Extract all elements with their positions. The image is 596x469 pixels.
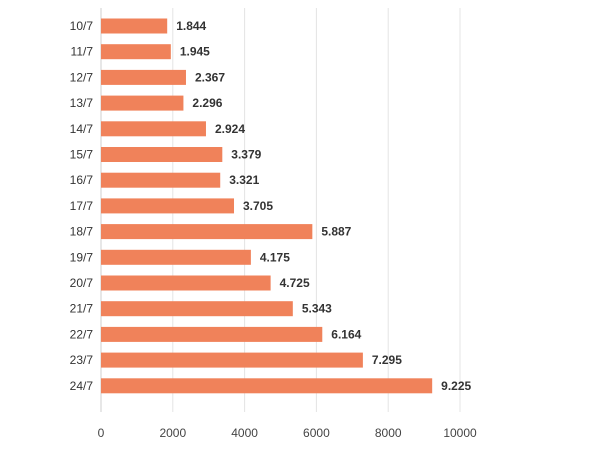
bar xyxy=(101,378,433,394)
x-tick-label: 6000 xyxy=(303,426,330,440)
data-label: 5.887 xyxy=(321,225,351,239)
category-label: 10/7 xyxy=(70,19,94,33)
bar xyxy=(101,95,184,111)
bar xyxy=(101,121,206,137)
bar xyxy=(101,147,223,162)
category-label: 23/7 xyxy=(70,353,94,367)
bar xyxy=(101,44,171,60)
data-label: 4.175 xyxy=(260,250,290,264)
category-label: 21/7 xyxy=(70,302,94,316)
category-label: 22/7 xyxy=(70,327,94,341)
data-label: 1.945 xyxy=(180,45,210,59)
bar xyxy=(101,301,293,317)
bars xyxy=(101,18,433,394)
category-label: 16/7 xyxy=(70,173,94,187)
x-tick-label: 8000 xyxy=(375,426,402,440)
x-tick-label: 10000 xyxy=(443,426,477,440)
data-label: 7.295 xyxy=(372,353,402,367)
category-label: 13/7 xyxy=(70,96,94,110)
data-label: 3.379 xyxy=(231,148,261,162)
category-labels: 10/7 11/7 12/7 13/7 14/7 15/7 16/7 17/7 18/7 19/7… xyxy=(70,19,94,393)
x-tick-label: 2000 xyxy=(159,426,186,440)
data-label: 6.164 xyxy=(331,327,361,341)
x-tick-label: 4000 xyxy=(231,426,258,440)
data-label: 4.725 xyxy=(280,276,310,290)
data-label: 2.296 xyxy=(192,96,222,110)
data-label: 9.225 xyxy=(441,379,471,393)
gridlines xyxy=(172,8,461,412)
bar xyxy=(101,352,363,368)
category-label: 17/7 xyxy=(70,199,94,213)
x-axis-ticks: 0 2000 4000 6000 8000 10000 xyxy=(98,426,477,440)
data-labels: 1.844 1.945 2.367 2.296 2.924 3.379 3.321 3.705… xyxy=(176,19,471,393)
category-label: 24/7 xyxy=(70,379,94,393)
data-label: 5.343 xyxy=(302,302,332,316)
data-label: 2.924 xyxy=(215,122,245,136)
x-tick-label: 0 xyxy=(98,426,105,440)
category-label: 20/7 xyxy=(70,276,94,290)
category-label: 11/7 xyxy=(71,45,94,59)
data-label: 1.844 xyxy=(176,19,206,33)
bar xyxy=(101,198,235,214)
bar xyxy=(101,18,168,34)
category-label: 18/7 xyxy=(70,225,94,239)
bar xyxy=(101,249,251,265)
bar xyxy=(101,275,271,291)
category-label: 19/7 xyxy=(70,250,94,264)
data-label: 2.367 xyxy=(195,70,225,84)
category-label: 15/7 xyxy=(70,148,94,162)
bar xyxy=(101,69,186,85)
bar xyxy=(101,326,323,342)
bar xyxy=(101,224,313,240)
category-label: 12/7 xyxy=(70,70,94,84)
bar xyxy=(101,172,221,188)
data-label: 3.705 xyxy=(243,199,273,213)
data-label: 3.321 xyxy=(229,173,259,187)
category-label: 14/7 xyxy=(70,122,94,136)
